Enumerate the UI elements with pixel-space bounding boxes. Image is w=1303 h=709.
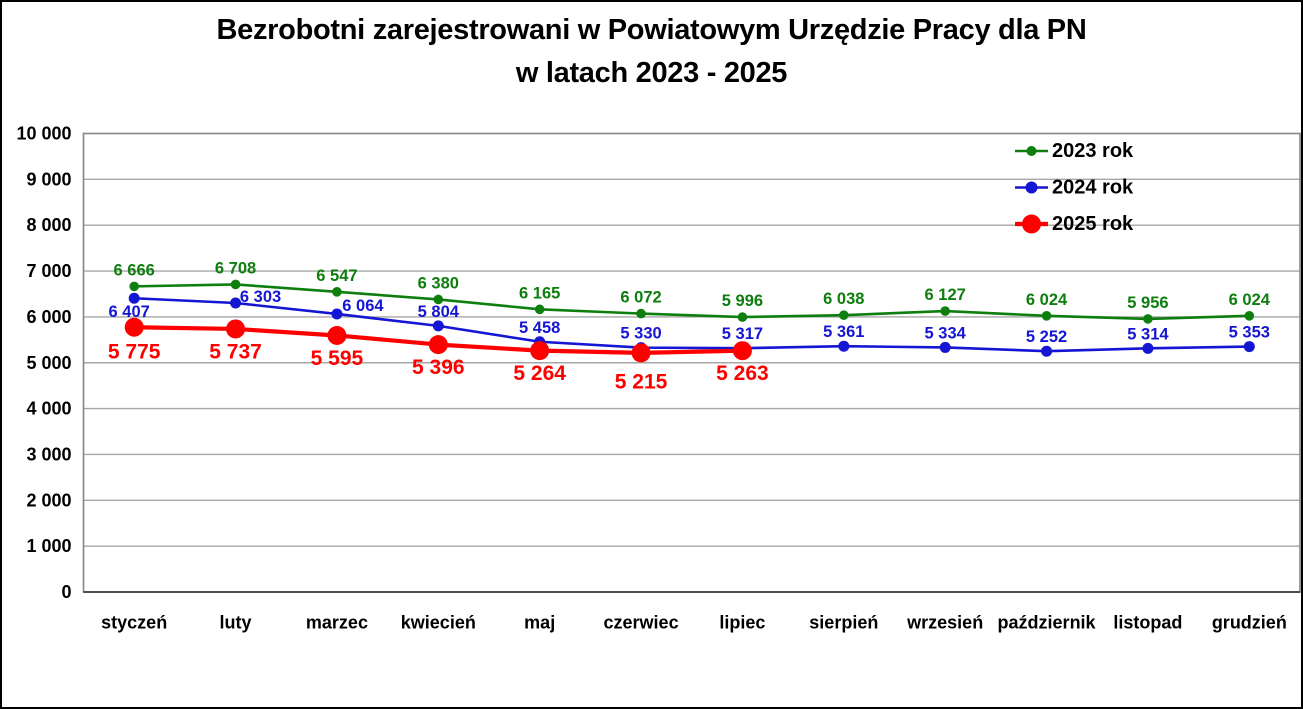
y-tick-label: 8 000 [26, 215, 71, 235]
data-point [1244, 310, 1255, 321]
y-tick-label: 7 000 [26, 261, 71, 281]
x-category-label: lipiec [719, 613, 765, 633]
x-category-label: luty [220, 613, 252, 633]
data-label: 5 737 [209, 340, 262, 363]
data-point [732, 341, 752, 361]
data-point [636, 308, 646, 319]
data-label: 5 996 [722, 292, 763, 310]
x-category-label: marzec [306, 613, 368, 633]
legend-point-marker [1022, 214, 1041, 234]
data-point [534, 304, 545, 315]
x-category-label: sierpień [809, 613, 878, 633]
data-label: 5 317 [722, 325, 763, 343]
data-label: 5 804 [418, 303, 460, 321]
data-point [331, 308, 343, 320]
data-label: 5 458 [519, 319, 560, 337]
y-tick-label: 2 000 [26, 490, 71, 510]
y-tick-label: 5 000 [26, 353, 71, 373]
data-point [230, 297, 242, 309]
x-category-label: październik [998, 613, 1097, 633]
legend-point-marker [1025, 181, 1038, 194]
data-point [1243, 341, 1255, 353]
data-label: 5 264 [513, 362, 566, 385]
data-label: 6 127 [925, 286, 966, 304]
data-label: 5 361 [823, 323, 864, 341]
legend-point-marker [1026, 146, 1037, 156]
data-point [530, 341, 550, 361]
data-point [432, 320, 444, 332]
chart-title-line2: w latach 2023 - 2025 [515, 57, 788, 89]
chart-title: Bezrobotni zarejestrowani w Powiatowym U… [2, 9, 1301, 95]
x-category-label: grudzień [1212, 613, 1287, 633]
y-tick-label: 3 000 [26, 444, 71, 464]
legend-label: 2025 rok [1052, 213, 1134, 235]
data-point [838, 340, 850, 352]
data-label: 6 407 [109, 303, 150, 321]
data-point [226, 319, 246, 339]
y-tick-label: 6 000 [26, 307, 71, 327]
data-point [128, 292, 140, 304]
legend-label: 2024 rok [1052, 177, 1134, 199]
data-point [1041, 345, 1053, 357]
data-label: 6 380 [418, 274, 459, 292]
data-point [327, 325, 347, 345]
data-label: 6 064 [342, 297, 384, 315]
data-point [939, 341, 951, 353]
data-label: 6 547 [316, 267, 357, 285]
data-point [433, 294, 444, 305]
data-point [129, 281, 139, 292]
data-label: 6 303 [240, 288, 281, 306]
x-category-label: kwiecień [401, 613, 476, 633]
y-tick-label: 4 000 [26, 399, 71, 419]
data-label: 6 666 [114, 261, 155, 279]
data-point [1041, 310, 1052, 321]
data-point [428, 335, 448, 355]
data-label: 5 334 [925, 324, 967, 342]
x-category-label: styczeń [101, 613, 167, 633]
data-label: 5 775 [108, 341, 161, 364]
data-label: 5 215 [615, 370, 668, 393]
data-label: 5 263 [716, 362, 769, 385]
data-label: 5 314 [1127, 325, 1169, 343]
data-point [737, 312, 748, 322]
data-point [230, 279, 241, 290]
y-tick-label: 9 000 [26, 169, 71, 189]
x-category-label: wrzesień [906, 613, 983, 633]
data-point [940, 306, 950, 316]
data-point [1142, 342, 1154, 354]
legend-label: 2023 rok [1052, 140, 1134, 162]
data-label: 5 595 [311, 347, 364, 370]
data-point [332, 287, 342, 297]
series-line-2024-rok [132, 296, 1251, 353]
data-point [1143, 314, 1153, 324]
x-category-label: listopad [1113, 613, 1182, 633]
x-category-label: maj [524, 613, 555, 633]
y-tick-label: 10 000 [16, 124, 71, 144]
data-label: 6 072 [620, 289, 661, 307]
data-label: 5 396 [412, 356, 465, 379]
x-category-label: czerwiec [604, 613, 679, 633]
data-label: 6 165 [519, 284, 560, 302]
data-label: 6 708 [215, 259, 256, 277]
data-label: 6 038 [823, 290, 864, 308]
data-label: 5 330 [620, 325, 661, 343]
data-label: 6 024 [1026, 291, 1068, 309]
data-label: 6 024 [1229, 291, 1271, 309]
data-point [124, 317, 144, 337]
data-point [631, 343, 651, 363]
series-line-2023-rok [132, 283, 1251, 321]
chart-title-line1: Bezrobotni zarejestrowani w Powiatowym U… [216, 14, 1087, 46]
data-label: 5 252 [1026, 328, 1067, 346]
data-point [839, 310, 849, 320]
y-tick-label: 0 [61, 582, 71, 602]
y-tick-label: 1 000 [26, 536, 71, 556]
data-label: 5 956 [1127, 294, 1168, 312]
data-label: 5 353 [1229, 324, 1270, 342]
